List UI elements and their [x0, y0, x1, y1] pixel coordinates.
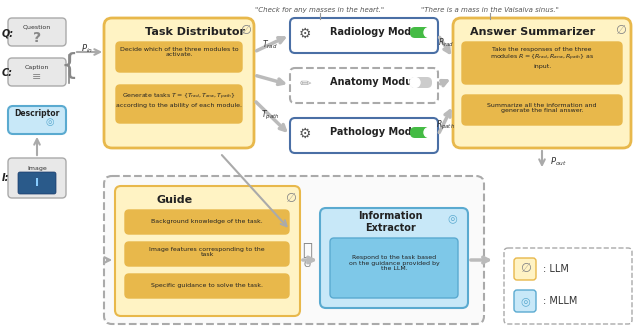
Circle shape [410, 77, 420, 88]
FancyBboxPatch shape [410, 127, 432, 138]
Text: $P_{in}$: $P_{in}$ [81, 43, 93, 55]
Text: Specific guidance to solve the task.: Specific guidance to solve the task. [151, 283, 263, 288]
Text: ∅: ∅ [285, 191, 296, 204]
FancyBboxPatch shape [514, 258, 536, 280]
Text: "There is a mass in the Valsalva sinus.": "There is a mass in the Valsalva sinus." [421, 7, 559, 13]
FancyBboxPatch shape [462, 95, 622, 125]
Text: Summarize all the information and
generate the final answer.: Summarize all the information and genera… [487, 103, 596, 114]
Text: ∅: ∅ [614, 23, 625, 36]
Text: ∅: ∅ [239, 23, 250, 36]
FancyBboxPatch shape [320, 208, 468, 308]
Text: ?: ? [33, 31, 41, 45]
FancyBboxPatch shape [514, 290, 536, 312]
FancyBboxPatch shape [290, 118, 438, 153]
FancyBboxPatch shape [504, 248, 632, 324]
FancyBboxPatch shape [8, 58, 66, 86]
FancyBboxPatch shape [8, 106, 66, 134]
Circle shape [424, 128, 434, 138]
Text: I:: I: [2, 173, 10, 183]
FancyBboxPatch shape [410, 27, 432, 38]
Text: Decide which of the three modules to
activate.: Decide which of the three modules to act… [120, 47, 238, 57]
Text: Question: Question [23, 24, 51, 29]
Text: $R_{path}$: $R_{path}$ [436, 119, 456, 132]
Text: ◎: ◎ [520, 296, 530, 306]
Text: Anatomy Module: Anatomy Module [330, 77, 422, 87]
FancyBboxPatch shape [290, 68, 438, 103]
FancyBboxPatch shape [116, 42, 242, 72]
Text: Background knowledge of the task.: Background knowledge of the task. [151, 218, 263, 223]
FancyBboxPatch shape [330, 238, 458, 298]
Text: Pathology Module: Pathology Module [330, 127, 429, 137]
FancyBboxPatch shape [115, 186, 300, 316]
Text: ⚙: ⚙ [299, 27, 311, 41]
FancyBboxPatch shape [104, 18, 254, 148]
Text: ◎: ◎ [447, 213, 457, 223]
Text: "Check for any masses in the heart.": "Check for any masses in the heart." [255, 7, 385, 13]
FancyBboxPatch shape [125, 274, 289, 298]
Text: ✏: ✏ [299, 77, 311, 91]
Text: Respond to the task based
on the guidance provided by
the LLM.: Respond to the task based on the guidanc… [349, 255, 440, 271]
Text: Caption: Caption [25, 64, 49, 69]
FancyBboxPatch shape [410, 77, 432, 88]
Text: $R_{rad}$: $R_{rad}$ [438, 37, 454, 49]
FancyBboxPatch shape [462, 42, 622, 84]
FancyBboxPatch shape [125, 210, 289, 234]
FancyBboxPatch shape [18, 172, 56, 194]
Text: ≡: ≡ [32, 72, 42, 82]
Text: ⚙: ⚙ [299, 127, 311, 141]
FancyBboxPatch shape [125, 242, 289, 266]
Text: $P_{out}$: $P_{out}$ [550, 156, 567, 168]
Text: Image: Image [27, 166, 47, 170]
FancyBboxPatch shape [116, 85, 242, 123]
Circle shape [424, 27, 434, 37]
Text: : MLLM: : MLLM [543, 296, 577, 306]
Text: ◎: ◎ [45, 117, 54, 127]
Text: Answer Summarizer: Answer Summarizer [470, 27, 596, 37]
Text: C:: C: [2, 68, 13, 78]
Text: Descriptor: Descriptor [14, 109, 60, 118]
FancyBboxPatch shape [453, 18, 631, 148]
Text: Q:: Q: [2, 28, 14, 38]
Text: Guide: Guide [157, 195, 193, 205]
FancyBboxPatch shape [8, 158, 66, 198]
Text: Task Distributor: Task Distributor [145, 27, 245, 37]
Text: ⛹: ⛹ [302, 241, 312, 259]
Text: I: I [35, 178, 39, 188]
Text: ∅: ∅ [520, 263, 531, 276]
FancyBboxPatch shape [104, 176, 484, 324]
Text: {: { [60, 52, 78, 80]
Text: G: G [303, 259, 311, 269]
Text: Information
Extractor: Information Extractor [358, 211, 422, 233]
Text: $T_{rad}$: $T_{rad}$ [262, 39, 278, 51]
FancyBboxPatch shape [290, 18, 438, 53]
Text: $T_{path}$: $T_{path}$ [260, 109, 279, 122]
Text: Take the responses of the three
modules $R=\{R_{rad},R_{ana},R_{path}\}$ as
inpu: Take the responses of the three modules … [490, 47, 595, 69]
FancyBboxPatch shape [8, 18, 66, 46]
Text: Generate tasks $T=\{T_{rad},T_{ana},T_{path}\}$
according to the ability of each: Generate tasks $T=\{T_{rad},T_{ana},T_{p… [116, 92, 242, 108]
Text: Radiology Module: Radiology Module [330, 27, 428, 37]
Text: Image features corresponding to the
task: Image features corresponding to the task [149, 246, 265, 258]
Text: : LLM: : LLM [543, 264, 569, 274]
